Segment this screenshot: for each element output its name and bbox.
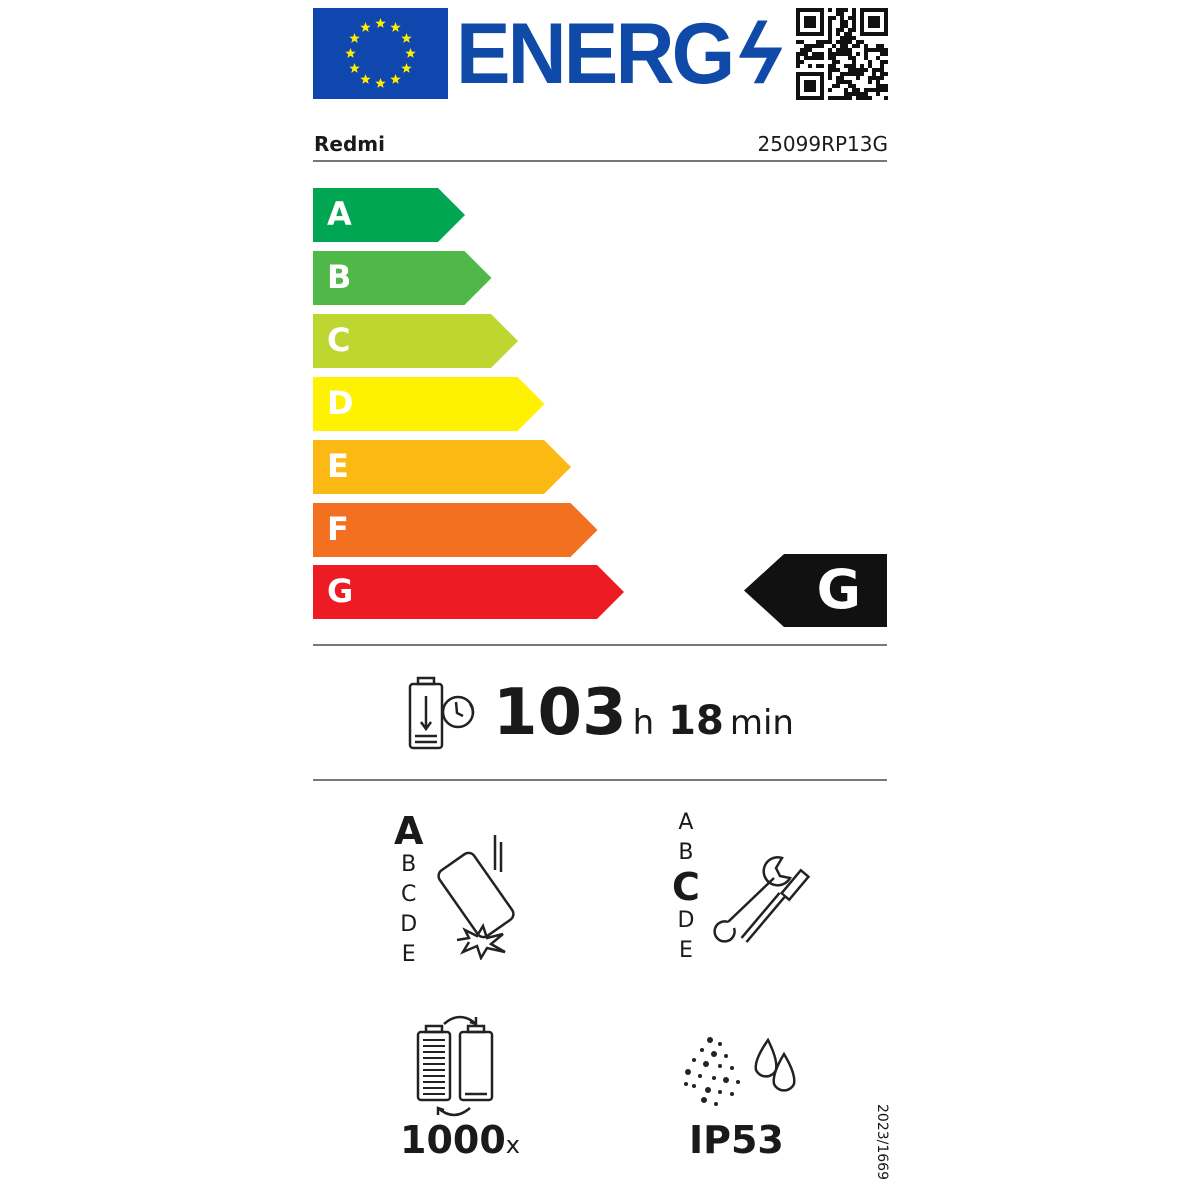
energy-class-bar-f: F bbox=[313, 503, 598, 557]
bar-arrow bbox=[313, 251, 492, 305]
dust-dot bbox=[707, 1037, 713, 1043]
class-letter: D bbox=[327, 384, 354, 422]
minutes-value: 18 bbox=[668, 698, 724, 744]
battery-endurance: 103 h 18 min bbox=[493, 676, 794, 750]
star-icon bbox=[349, 63, 360, 73]
scale-letter-a: A bbox=[394, 809, 424, 853]
energy-class-bar-e: E bbox=[313, 440, 571, 494]
energy-class-bar-d: D bbox=[313, 377, 545, 431]
bar-arrow bbox=[313, 440, 571, 494]
class-letter: C bbox=[327, 321, 351, 359]
class-letter: G bbox=[327, 572, 354, 610]
dust-dot bbox=[692, 1084, 696, 1088]
battery-cycles: 1000x bbox=[400, 1118, 520, 1162]
battery-clock-icon bbox=[408, 676, 475, 750]
dropping-phone-icon bbox=[437, 835, 515, 960]
dust-dot bbox=[711, 1051, 717, 1057]
class-letter: E bbox=[327, 447, 349, 485]
scale-letter-b: B bbox=[401, 852, 417, 877]
dust-dot bbox=[692, 1058, 696, 1062]
dust-water-icon bbox=[684, 1037, 796, 1106]
energy-class-bar-c: C bbox=[313, 314, 518, 368]
star-icon bbox=[375, 78, 386, 88]
dust-dot bbox=[724, 1054, 728, 1058]
bar-arrow bbox=[313, 503, 598, 557]
energy-class-bar-a: A bbox=[313, 188, 465, 242]
minutes-unit: min bbox=[729, 703, 794, 743]
dust-dot bbox=[705, 1087, 711, 1093]
dust-dot bbox=[701, 1097, 707, 1103]
battery-cycle-icon bbox=[416, 1015, 494, 1117]
scale-letter-e: E bbox=[401, 942, 416, 967]
star-icon bbox=[360, 74, 371, 84]
qr-code[interactable] bbox=[796, 8, 888, 100]
wrench-screwdriver-icon bbox=[713, 856, 811, 943]
scale-letter-a: A bbox=[678, 810, 694, 835]
energy-logo: ENERGϟ bbox=[456, 6, 781, 102]
scale-letter-c: C bbox=[401, 882, 417, 907]
star-icon bbox=[401, 33, 412, 43]
divider bbox=[313, 160, 887, 162]
star-icon bbox=[345, 48, 356, 58]
bar-arrow bbox=[313, 188, 465, 242]
dust-dot bbox=[736, 1080, 740, 1084]
bar-arrow bbox=[313, 565, 624, 619]
bar-arrow bbox=[313, 314, 518, 368]
dust-dot bbox=[718, 1042, 722, 1046]
dust-dot bbox=[700, 1048, 704, 1052]
model-number: 25099RP13G bbox=[757, 132, 888, 156]
scale-letter-b: B bbox=[678, 840, 694, 865]
dust-dot bbox=[730, 1092, 734, 1096]
scale-letter-c: C bbox=[672, 865, 700, 909]
dust-dot bbox=[718, 1090, 722, 1094]
scale-letter-e: E bbox=[678, 938, 693, 963]
star-icon bbox=[401, 63, 412, 73]
divider bbox=[313, 644, 887, 646]
class-letter: B bbox=[327, 258, 352, 296]
divider bbox=[313, 779, 887, 781]
dust-dot bbox=[712, 1076, 716, 1080]
dust-dot bbox=[685, 1069, 691, 1075]
energy-class-bar-g: G bbox=[313, 565, 624, 619]
dust-dot bbox=[730, 1066, 734, 1070]
dust-dot bbox=[723, 1077, 729, 1083]
dust-dot bbox=[718, 1064, 722, 1068]
star-icon bbox=[349, 33, 360, 43]
energy-logo-text: ENERG bbox=[456, 6, 735, 102]
dust-dot bbox=[684, 1082, 688, 1086]
scale-letter-d: D bbox=[677, 908, 695, 933]
star-icon bbox=[360, 22, 371, 32]
dust-dot bbox=[714, 1102, 718, 1106]
bar-arrow bbox=[313, 377, 545, 431]
rating-indicator: G bbox=[744, 554, 887, 627]
class-letter: F bbox=[327, 510, 349, 548]
eu-flag-logo bbox=[313, 8, 448, 99]
energy-class-bar-b: B bbox=[313, 251, 492, 305]
star-icon bbox=[375, 18, 386, 28]
brand-name: Redmi bbox=[314, 132, 385, 156]
scale-letter-d: D bbox=[400, 912, 418, 937]
hours-unit: h bbox=[632, 703, 655, 743]
star-icon bbox=[405, 48, 416, 58]
star-icon bbox=[390, 22, 401, 32]
dust-dot bbox=[703, 1061, 709, 1067]
cycles-value: 1000 bbox=[400, 1118, 506, 1162]
class-letter: A bbox=[327, 195, 352, 233]
hours-value: 103 bbox=[493, 676, 627, 750]
star-icon bbox=[390, 74, 401, 84]
regulation-number: 2023/1669 bbox=[874, 1104, 890, 1180]
ip-rating: IP53 bbox=[689, 1118, 784, 1162]
rating-letter: G bbox=[816, 558, 861, 621]
cycles-unit: x bbox=[505, 1131, 520, 1159]
dust-dot bbox=[698, 1074, 702, 1078]
